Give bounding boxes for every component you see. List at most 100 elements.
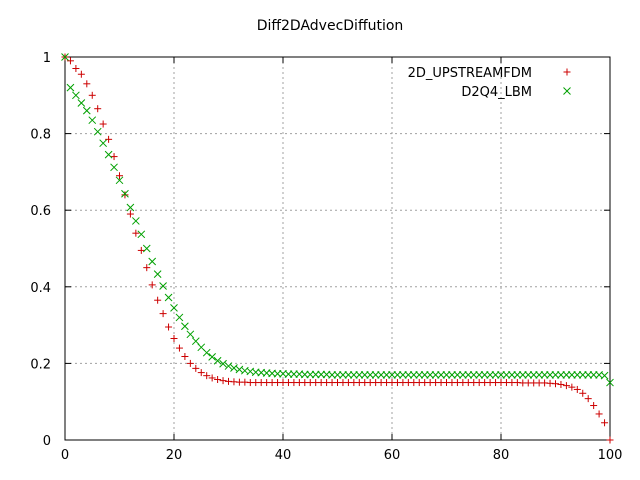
data-point-stroke (469, 371, 478, 379)
data-point (388, 371, 396, 379)
data-point-stroke (393, 371, 402, 379)
x-tick-label: 40 (275, 448, 292, 463)
data-point-stroke (600, 371, 609, 380)
data-point (584, 371, 593, 379)
data-point (273, 369, 282, 378)
data-point-stroke (311, 370, 320, 379)
data-point (382, 371, 391, 379)
data-point-stroke (224, 362, 233, 370)
data-point (366, 371, 375, 379)
data-point-stroke (404, 371, 413, 379)
data-point-stroke (464, 371, 473, 379)
data-point (175, 313, 184, 322)
data-point (579, 389, 587, 397)
data-point-stroke (502, 371, 511, 379)
data-point (355, 371, 364, 379)
data-point-stroke (344, 371, 353, 379)
data-point-stroke (513, 371, 522, 379)
chart-title: Diff2DAdvecDiffution (257, 18, 404, 34)
data-point (464, 371, 473, 379)
data-point (230, 364, 238, 372)
plot-frame (64, 56, 611, 441)
data-point-stroke (491, 371, 500, 379)
data-point-stroke (181, 322, 189, 331)
data-point-stroke (540, 371, 549, 379)
data-point (164, 293, 173, 302)
data-point-stroke (230, 364, 238, 372)
data-point (213, 356, 222, 365)
data-point-stroke (208, 353, 217, 361)
x-tick-label: 100 (598, 448, 623, 463)
data-point (535, 371, 544, 379)
data-point-stroke (529, 371, 538, 379)
data-point-stroke (355, 371, 364, 379)
data-point (219, 359, 227, 368)
data-point-stroke (349, 371, 358, 379)
y-tick-label: 1 (43, 51, 51, 66)
data-point (186, 330, 195, 339)
y-tick-label: 0.8 (30, 128, 51, 143)
data-point (371, 371, 380, 379)
data-point (159, 310, 167, 318)
legend-label: D2Q4_LBM (461, 85, 532, 100)
data-point (328, 371, 336, 379)
data-point (219, 377, 227, 385)
data-point (186, 359, 194, 367)
data-point-stroke (137, 230, 146, 239)
data-point-stroke (317, 370, 326, 379)
data-point (72, 91, 80, 100)
data-point (589, 371, 598, 379)
data-point-stroke (573, 371, 582, 379)
data-point-stroke (448, 371, 456, 379)
data-point (82, 106, 91, 115)
x-tick-label: 80 (493, 448, 510, 463)
data-point-stroke (191, 337, 200, 346)
data-point (306, 370, 315, 379)
data-point-stroke (442, 371, 451, 379)
data-point-stroke (306, 370, 315, 379)
data-point (426, 371, 435, 379)
data-point-stroke (431, 371, 440, 379)
data-point (404, 371, 413, 379)
data-point (562, 382, 570, 390)
data-point-stroke (77, 99, 86, 107)
data-point (154, 296, 162, 304)
series-layer (61, 53, 614, 444)
data-point (606, 378, 614, 387)
data-point-stroke (61, 53, 69, 61)
data-point (192, 364, 200, 372)
data-point (121, 191, 129, 199)
data-point (573, 385, 581, 393)
data-point-stroke (382, 371, 391, 379)
data-point (502, 371, 511, 379)
data-point (148, 281, 156, 289)
data-point (214, 375, 222, 383)
data-point-stroke (486, 371, 494, 379)
data-point (551, 371, 560, 379)
data-point-stroke (409, 371, 418, 379)
data-point-stroke (186, 330, 195, 339)
data-point-stroke (142, 244, 151, 253)
data-point (115, 176, 124, 185)
data-point-stroke (202, 348, 211, 357)
data-point-stroke (328, 371, 336, 379)
data-point (181, 353, 189, 361)
data-point (93, 127, 102, 136)
data-point (578, 371, 587, 379)
data-point-stroke (339, 371, 347, 379)
data-point (165, 323, 173, 331)
data-point-stroke (546, 371, 554, 379)
data-point-stroke (584, 371, 593, 379)
data-point-stroke (589, 371, 598, 379)
data-point (415, 371, 424, 379)
x-tick-labels: 0 20 40 60 80 100 (61, 448, 623, 463)
data-point (121, 189, 129, 198)
legend-marker-stroke (563, 87, 571, 95)
data-point-stroke (290, 370, 298, 378)
y-tick-label: 0.2 (30, 357, 51, 372)
data-point-stroke (480, 371, 489, 379)
data-point (513, 371, 522, 379)
data-point-stroke (197, 343, 206, 352)
data-point-stroke (567, 371, 576, 379)
data-point (88, 116, 97, 125)
